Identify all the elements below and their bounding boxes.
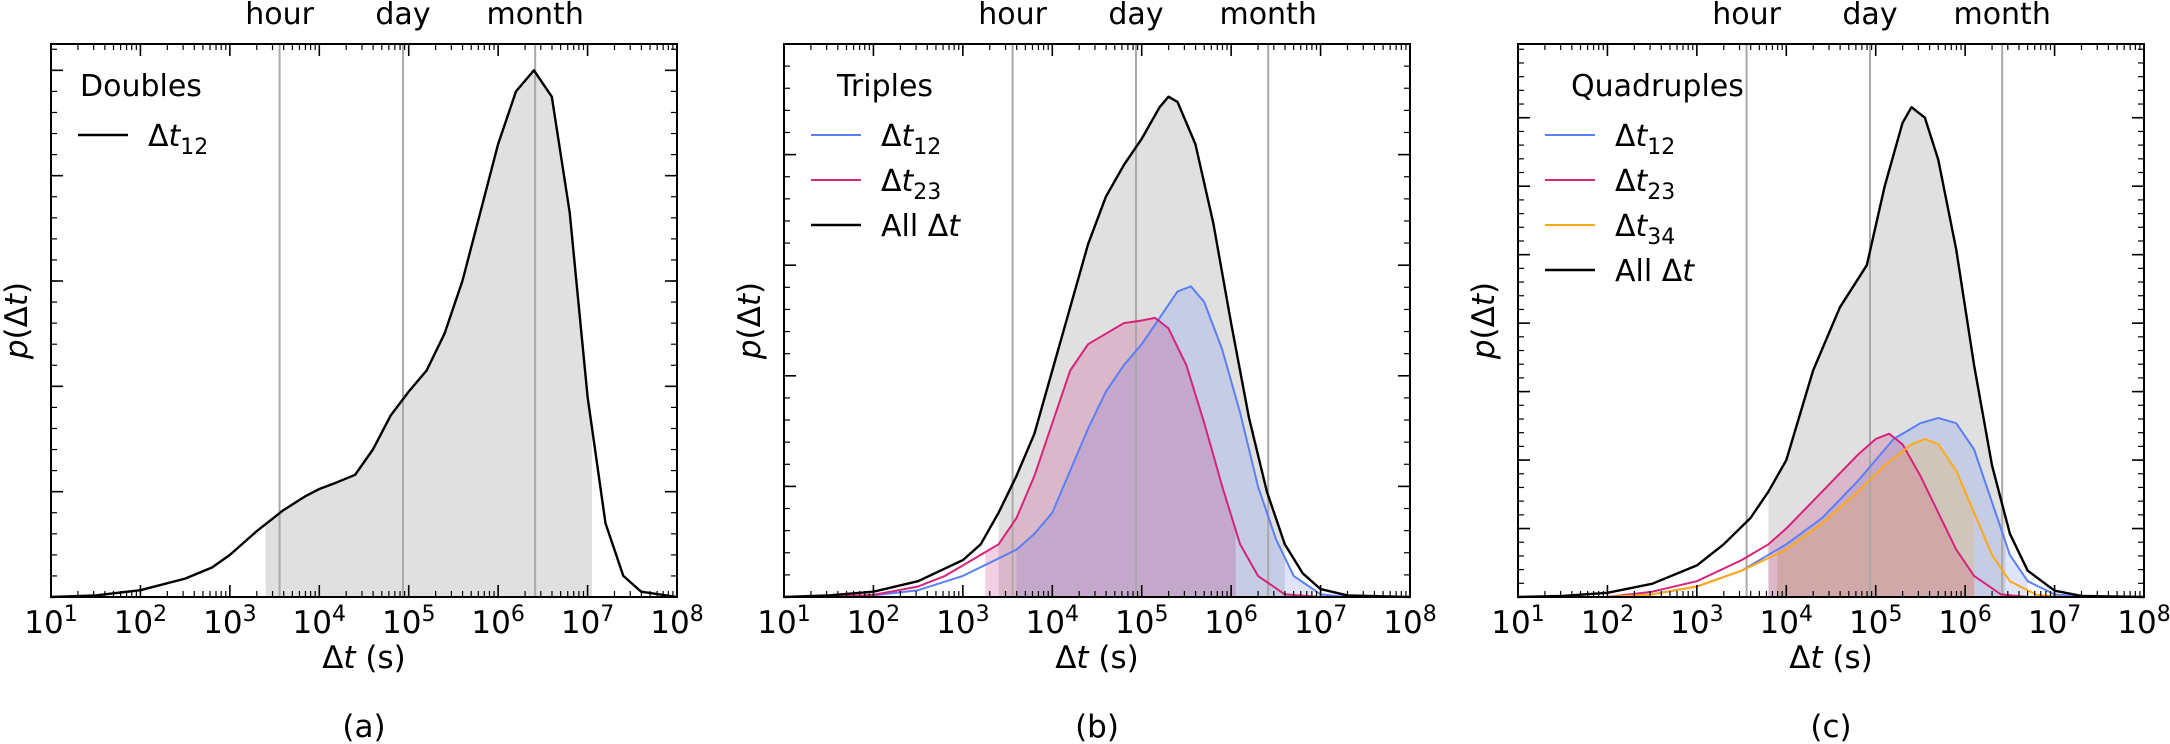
series-line-12 — [50, 69, 678, 599]
x-tick-label: 102 — [114, 602, 167, 641]
legend-label-1: Δt12 — [148, 119, 208, 160]
x-axis-label: Δt (s) — [1055, 640, 1139, 676]
shade-series-2 — [985, 317, 1236, 597]
x-tick-label: 105 — [1849, 602, 1902, 641]
y-axis-label: p(Δt) — [1466, 282, 1502, 360]
x-tick-label: 108 — [2117, 602, 2170, 641]
x-tick-label: 108 — [1383, 602, 1436, 641]
plot-frame — [50, 43, 678, 598]
x-tick-label: 107 — [561, 602, 614, 641]
chart-panel-2: 101 102 103 104 105 106 107 108 hour day month Δt (… — [732, 0, 1437, 744]
shade-all — [265, 70, 592, 598]
plot-frame — [1517, 43, 2145, 598]
series-line-all — [1517, 106, 2145, 599]
plot-frame — [783, 43, 1411, 598]
legend-title: Doubles — [80, 69, 202, 104]
shade-series-1 — [1016, 286, 1312, 597]
legend-label-4: All Δt — [1615, 254, 1695, 289]
y-axis-label: p(Δt) — [732, 282, 768, 360]
chart-panel-3: 101 102 103 104 105 106 107 108 hour day month Δt (… — [1466, 0, 2170, 744]
series-line-23 — [1607, 432, 2028, 598]
x-tick-label: 106 — [1204, 602, 1257, 641]
x-tick-label: 104 — [1026, 602, 1079, 641]
x-tick-label: 103 — [936, 602, 989, 641]
legend-title: Quadruples — [1571, 69, 1744, 104]
series-line-23 — [828, 316, 1321, 598]
x-tick-label: 101 — [24, 602, 77, 641]
x-tick-label: 102 — [1581, 602, 1634, 641]
x-tick-label: 108 — [650, 602, 703, 641]
x-tick-label: 104 — [1760, 602, 1813, 641]
y-axis-label: p(Δt) — [0, 282, 35, 360]
marker-label-day: day — [1842, 0, 1897, 32]
series-line-all — [783, 95, 1411, 599]
x-tick-label: 107 — [1294, 602, 1347, 641]
x-tick-label: 101 — [757, 602, 810, 641]
legend-label-1: Δt12 — [1615, 119, 1675, 160]
x-axis-label: Δt (s) — [1789, 640, 1873, 676]
marker-label-day: day — [375, 0, 430, 32]
marker-label-hour: hour — [245, 0, 314, 32]
panel-caption: (a) — [342, 709, 385, 744]
legend-label-3: Δt34 — [1615, 209, 1675, 250]
x-tick-label: 107 — [2028, 602, 2081, 641]
x-axis-label: Δt (s) — [322, 640, 406, 676]
panel-caption: (c) — [1810, 709, 1851, 744]
x-tick-label: 105 — [382, 602, 435, 641]
legend-title: Triples — [836, 69, 933, 104]
legend-label-2: Δt23 — [881, 164, 941, 205]
chart-panel-1: 101 102 103 104 105 106 107 108 hour day month Δt (… — [0, 0, 704, 744]
marker-label-month: month — [1953, 0, 2050, 32]
series-line-12 — [828, 285, 1348, 598]
legend: Doubles Δt12 — [78, 69, 208, 160]
x-tick-label: 104 — [293, 602, 346, 641]
x-tick-label: 103 — [203, 602, 256, 641]
x-tick-label: 105 — [1115, 602, 1168, 641]
marker-label-month: month — [1219, 0, 1316, 32]
shade-series-1 — [1777, 417, 2028, 597]
legend-label-2: Δt23 — [1615, 164, 1675, 205]
legend-label-3: All Δt — [881, 209, 961, 244]
x-tick-label: 101 — [1491, 602, 1544, 641]
x-tick-label: 106 — [471, 602, 524, 641]
marker-label-month: month — [486, 0, 583, 32]
shade-series-3 — [1777, 439, 1975, 597]
legend-label-1: Δt12 — [881, 119, 941, 160]
shade-all — [1768, 107, 2006, 597]
series-line-34 — [1607, 438, 2064, 598]
x-tick-label: 102 — [847, 602, 900, 641]
x-tick-label: 103 — [1670, 602, 1723, 641]
shade-series-2 — [1768, 433, 1975, 597]
x-tick-label: 106 — [1938, 602, 1991, 641]
marker-label-day: day — [1108, 0, 1163, 32]
marker-label-hour: hour — [978, 0, 1047, 32]
panel-caption: (b) — [1075, 709, 1119, 744]
marker-label-hour: hour — [1712, 0, 1781, 32]
